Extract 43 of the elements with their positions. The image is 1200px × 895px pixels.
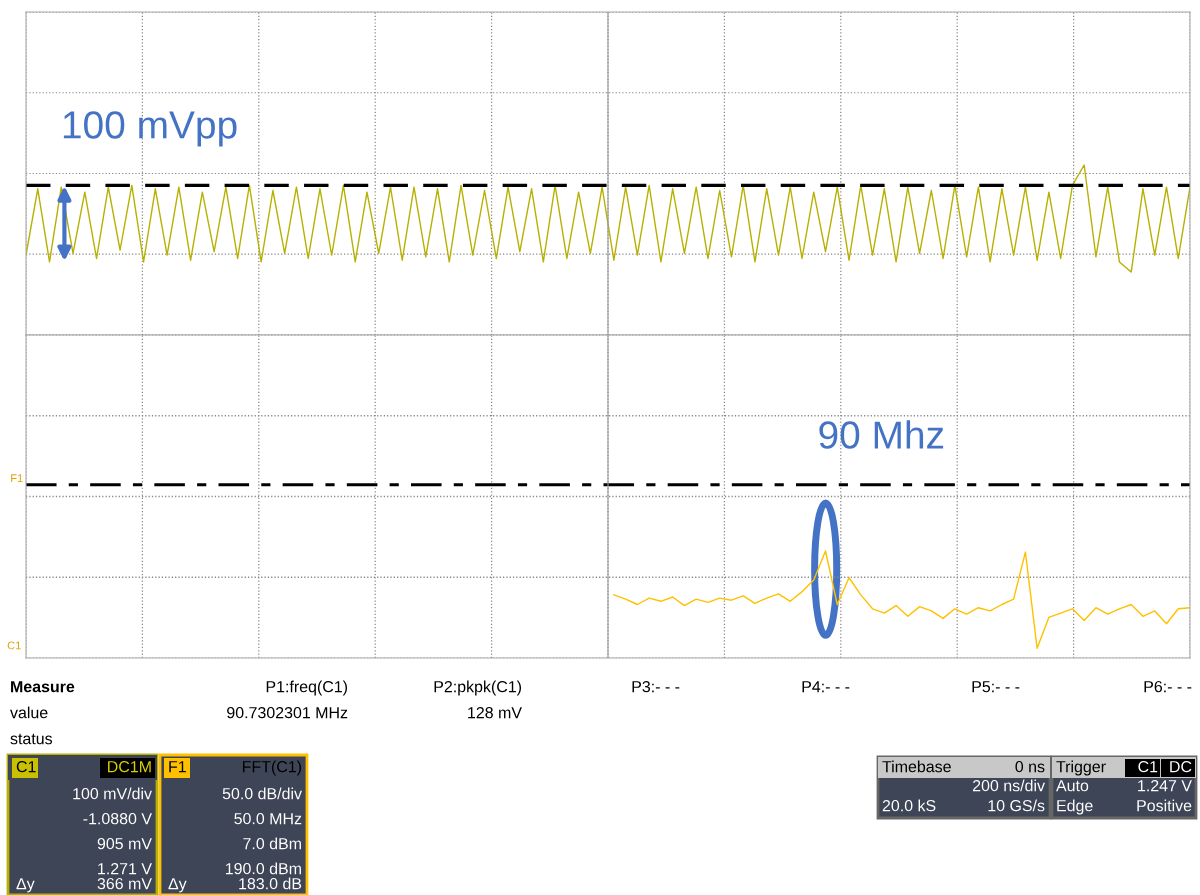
text: Auto <box>1056 780 1089 792</box>
text: F1 <box>169 761 186 773</box>
text: 1.247 V <box>1138 779 1192 792</box>
text: 50.0 MHz <box>234 812 302 825</box>
text: Timebase <box>882 760 951 773</box>
text: Δy <box>168 878 187 893</box>
text: FFT(C1) <box>242 760 302 776</box>
text: C1 <box>7 641 21 650</box>
text: P6:- - - <box>1144 680 1192 693</box>
text: P4:- - - <box>802 681 850 693</box>
text: 50.0 dB/div <box>222 787 302 800</box>
text: Positive <box>1137 799 1192 812</box>
text: 366 mV <box>97 877 152 890</box>
text: value <box>10 706 48 719</box>
text: C1 <box>16 760 36 773</box>
text: 1.271 V <box>98 862 152 875</box>
text: Measure <box>11 681 75 693</box>
text: P2:pkpk(C1) <box>434 680 522 696</box>
text: DC1M <box>108 760 151 773</box>
text: 905 mV <box>97 837 152 850</box>
text: 20.0 kS <box>882 799 936 812</box>
text: 183.0 dB <box>239 877 302 890</box>
text: P5:- - - <box>972 681 1020 693</box>
ref-line-label: F1 <box>11 474 23 482</box>
text: 190.0 dBm <box>225 862 301 875</box>
text: 100 mV/div <box>73 787 152 800</box>
text: -1.0880 V <box>83 812 152 825</box>
text: 90.7302301 MHz <box>227 706 348 719</box>
text: Edge <box>1057 799 1093 815</box>
text: DC <box>1170 760 1192 773</box>
text: 200 ns/div <box>973 779 1045 792</box>
text: status <box>10 733 53 745</box>
text: C1 <box>1138 760 1158 773</box>
text: Δy <box>16 878 35 893</box>
text: P1:freq(C1) <box>266 680 348 696</box>
text: 90 Mhz <box>819 420 944 449</box>
text: 100 mVpp <box>63 111 237 147</box>
text: 10 GS/s <box>988 799 1045 812</box>
text: 128 mV <box>468 706 522 719</box>
text: 0 ns <box>1015 760 1045 773</box>
text: 7.0 dBm <box>243 837 301 850</box>
text: Trigger <box>1056 760 1106 776</box>
text: P3:- - - <box>632 680 680 693</box>
